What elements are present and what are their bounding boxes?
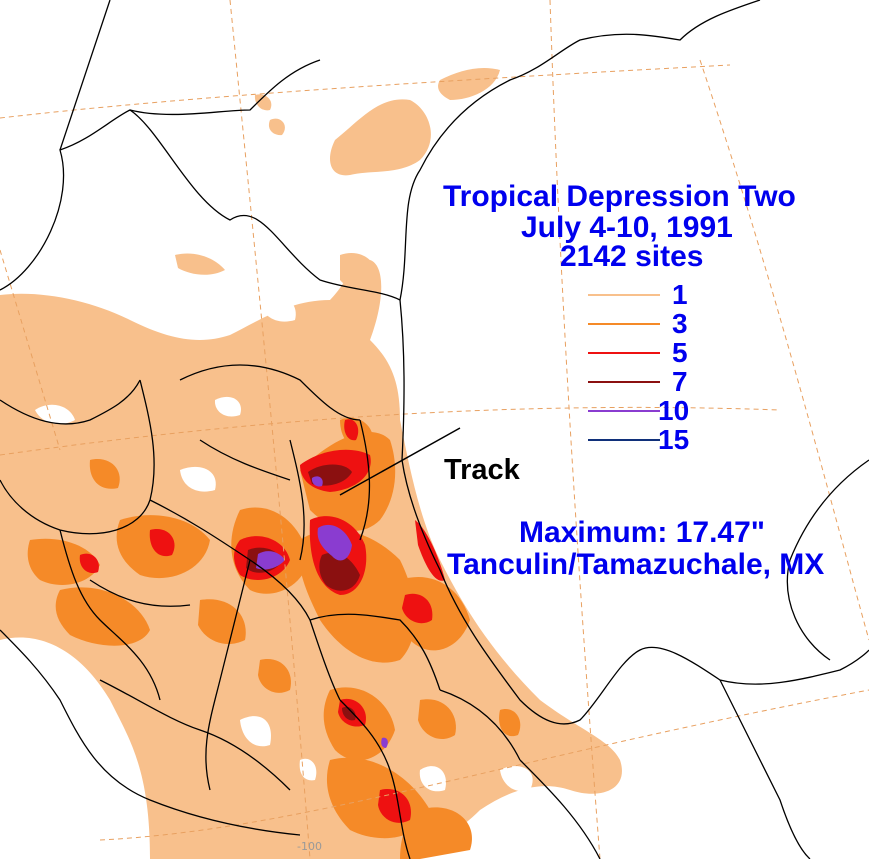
- legend-swatch: [588, 294, 660, 296]
- legend-row-7: 7: [588, 368, 708, 396]
- legend-swatch: [588, 410, 660, 412]
- legend-swatch: [588, 439, 660, 441]
- title-line-2: July 4-10, 1991: [521, 211, 733, 244]
- legend-row-15: 15: [588, 426, 708, 454]
- legend-row-1: 1: [588, 281, 708, 309]
- title-line-3: 2142 sites: [560, 240, 704, 273]
- maximum-location: Tanculin/Tamazuchale, MX: [447, 548, 825, 581]
- maximum-value: Maximum: 17.47": [519, 516, 765, 549]
- legend-label: 10: [658, 395, 690, 426]
- title-line-1: Tropical Depression Two: [443, 180, 796, 213]
- legend-swatch: [588, 381, 660, 383]
- storm-track: [339, 427, 461, 496]
- legend-label: 7: [672, 366, 688, 397]
- legend-label: 15: [658, 424, 690, 455]
- legend-swatch: [588, 323, 660, 325]
- legend-row-10: 10: [588, 397, 708, 425]
- legend-row-3: 3: [588, 310, 708, 338]
- longitude-tick-label: -100: [297, 840, 322, 853]
- legend-label: 1: [672, 279, 688, 310]
- legend-label: 3: [672, 308, 688, 339]
- rain-contour-10in: [256, 476, 388, 748]
- legend-row-5: 5: [588, 339, 708, 367]
- legend-swatch: [588, 352, 660, 354]
- track-label: Track: [444, 454, 520, 486]
- legend-label: 5: [672, 337, 688, 368]
